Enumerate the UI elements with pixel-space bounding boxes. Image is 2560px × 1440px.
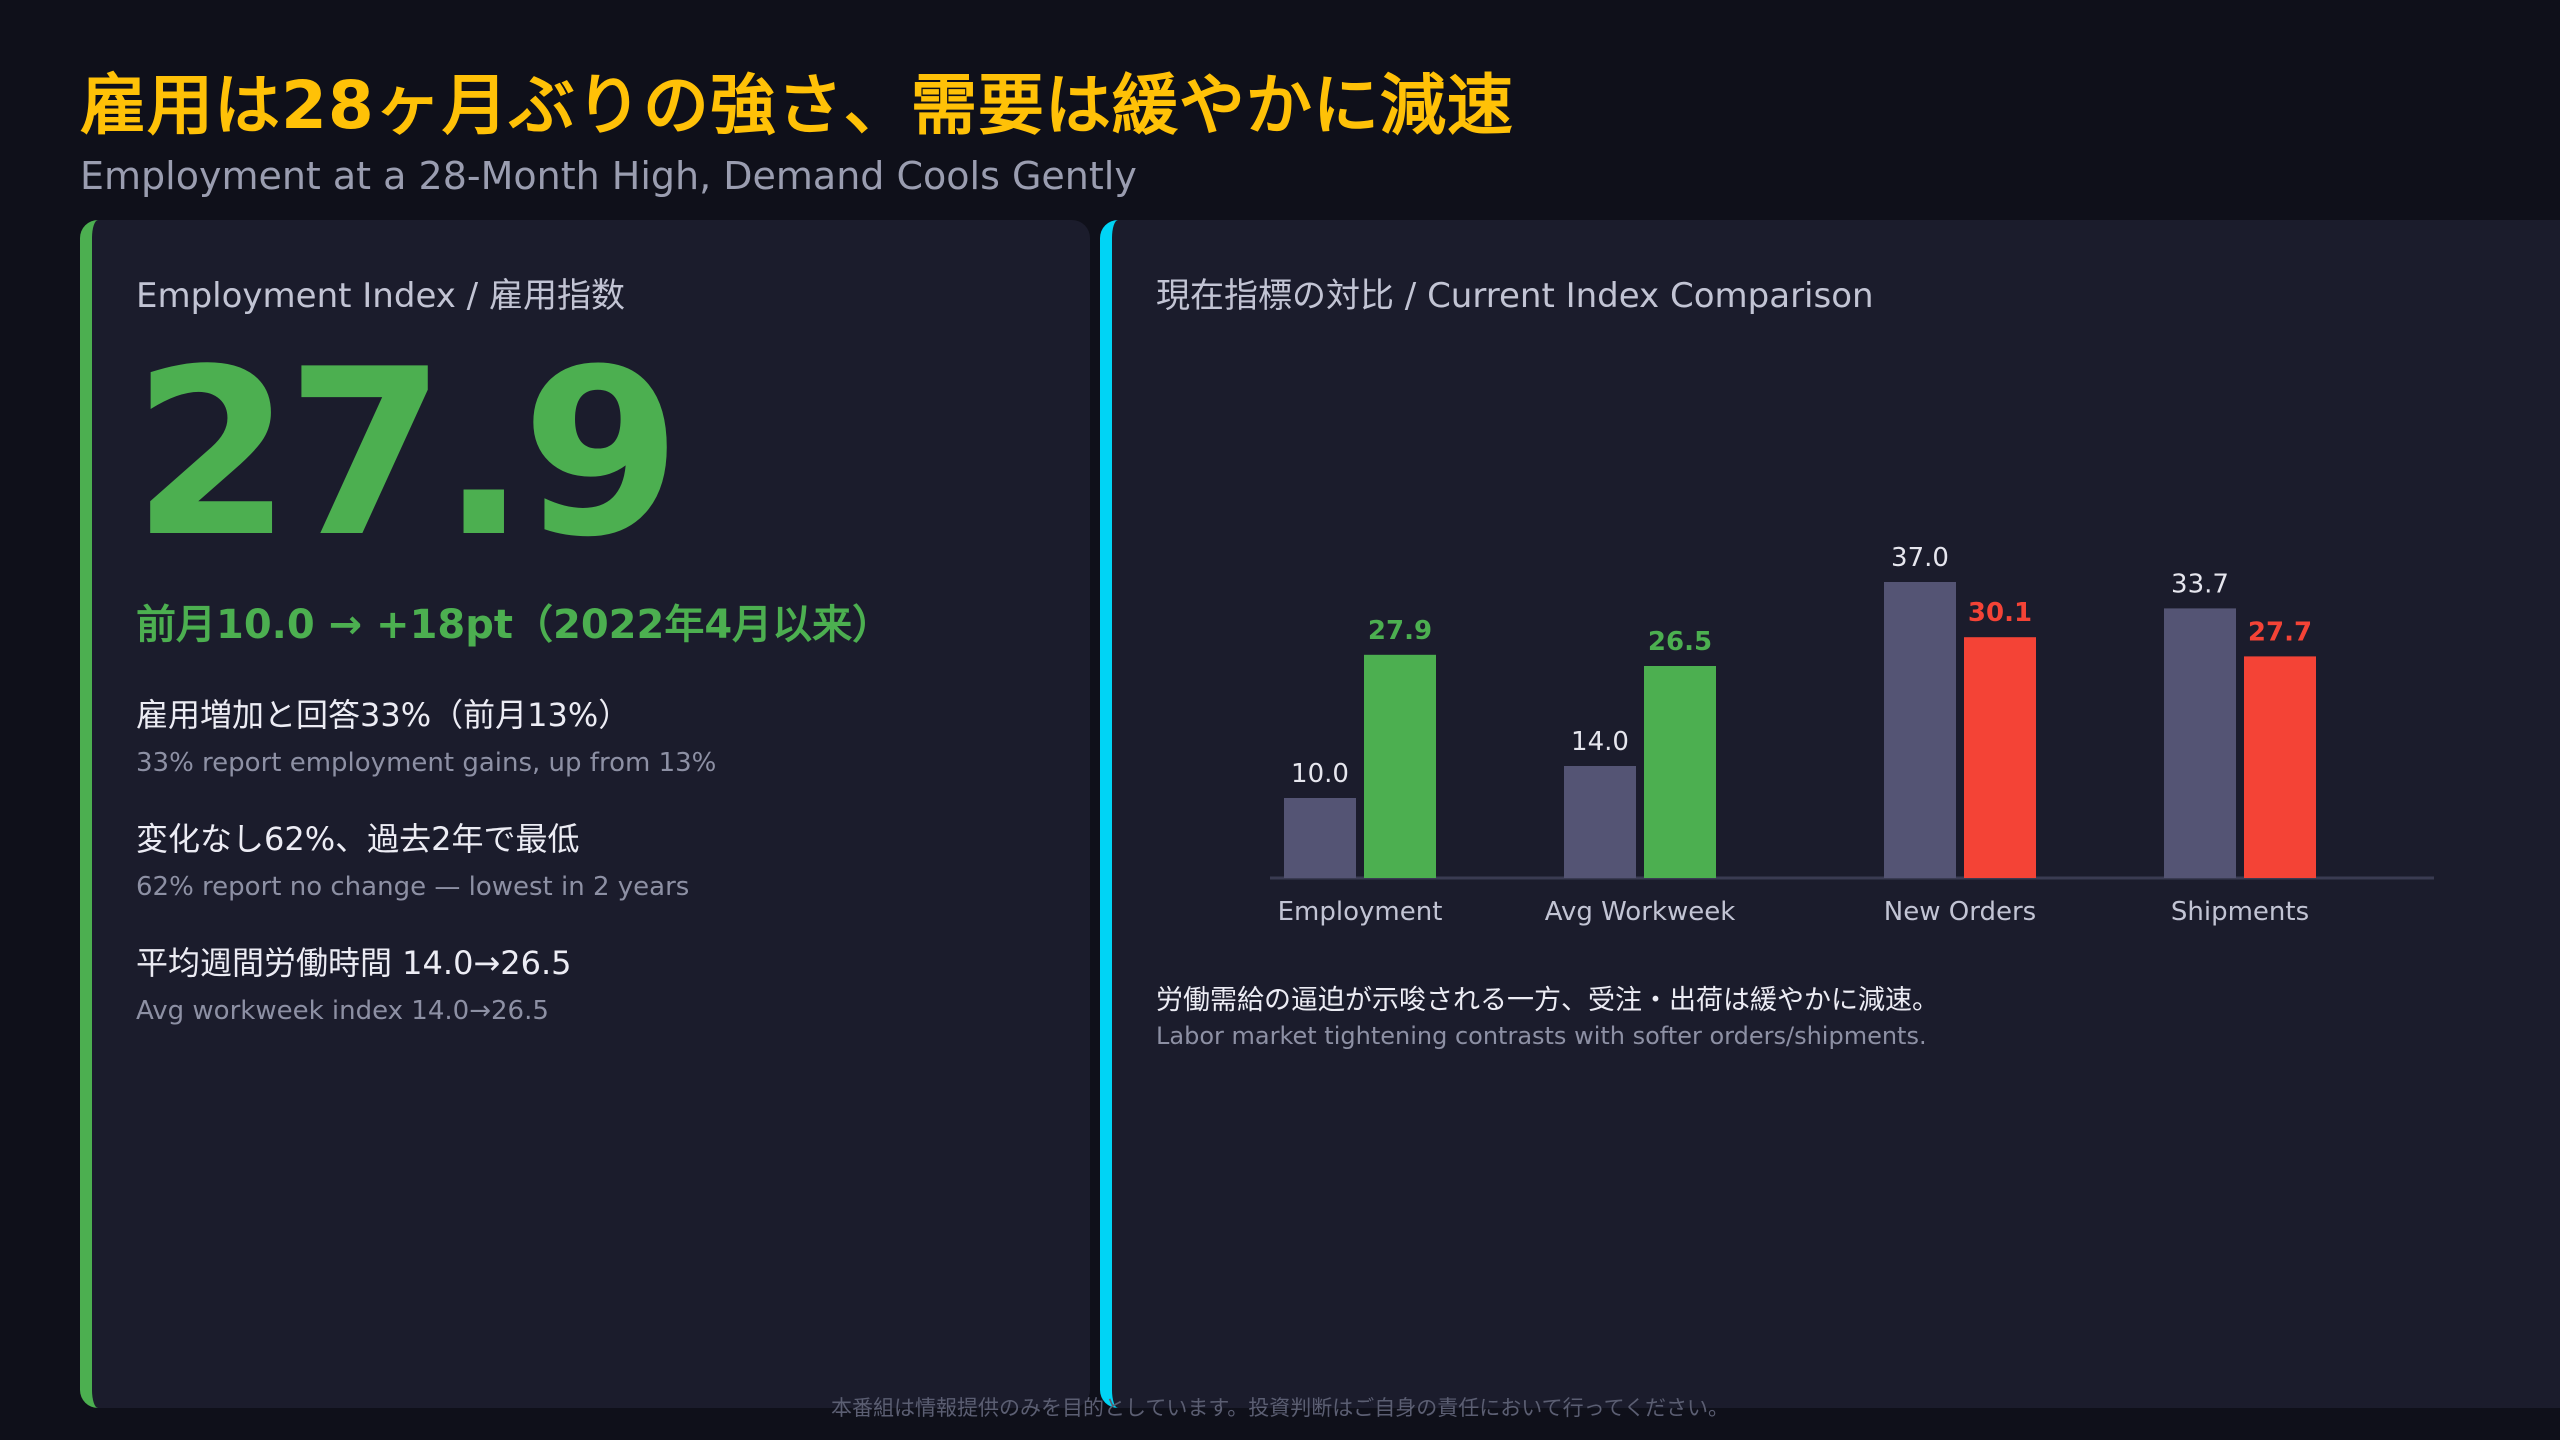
- chart-note-jp: 労働需給の逼迫が示唆される一方、受注・出荷は緩やかに減速。: [1156, 985, 1939, 1016]
- panel-label: Employment Index / 雇用指数: [136, 276, 625, 316]
- bullet-jp: 変化なし62%、過去2年で最低: [136, 820, 580, 858]
- bar-current: [1644, 666, 1716, 878]
- panel-label: 現在指標の対比 / Current Index Comparison: [1156, 276, 1874, 316]
- bar-current-label: 27.7: [2248, 617, 2312, 647]
- x-tick-label: Employment: [1278, 897, 1443, 927]
- bar-current-label: 26.5: [1648, 627, 1712, 657]
- x-tick-label: New Orders: [1884, 897, 2036, 927]
- x-tick-label: Avg Workweek: [1545, 897, 1736, 927]
- employment-index-value: 27.9: [132, 321, 681, 588]
- bullet-jp: 平均週間労働時間 14.0→26.5: [136, 944, 572, 982]
- bar-current-label: 30.1: [1968, 598, 2032, 628]
- bar-previous-label: 14.0: [1571, 727, 1629, 757]
- bullet-item: 雇用増加と回答33%（前月13%） 33% report employment …: [136, 690, 1056, 778]
- change-summary: 前月10.0 → +18pt（2022年4月以来）: [136, 602, 893, 648]
- bar-current-label: 27.9: [1368, 616, 1432, 646]
- bullet-jp: 雇用増加と回答33%（前月13%）: [136, 696, 631, 734]
- bar-previous-label: 33.7: [2171, 569, 2229, 599]
- bullet-en: 33% report employment gains, up from 13%: [136, 748, 717, 778]
- bar-current: [2244, 656, 2316, 878]
- disclaimer: 本番組は情報提供のみを目的としています。投資判断はご自身の責任において行ってくだ…: [831, 1396, 1729, 1420]
- bar-previous: [1884, 582, 1956, 878]
- chart-note-en: Labor market tightening contrasts with s…: [1156, 1022, 1927, 1050]
- comparison-panel: 現在指標の対比 / Current Index Comparison 10.0 2…: [1100, 220, 2560, 1408]
- bar-previous-label: 37.0: [1891, 543, 1949, 573]
- bar-previous: [1284, 798, 1356, 878]
- bullet-en: Avg workweek index 14.0→26.5: [136, 996, 549, 1026]
- bullet-item: 変化なし62%、過去2年で最低 62% report no change — l…: [136, 814, 1056, 902]
- bar-current: [1364, 654, 1436, 878]
- bar-previous: [1564, 766, 1636, 878]
- comparison-bar-chart: 10.0 27.9 Employment 14.0 26.5 Avg Workweek 37…: [1270, 543, 2434, 927]
- x-tick-label: Shipments: [2171, 897, 2309, 927]
- employment-index-panel: Employment Index / 雇用指数 27.9 前月10.0 → +1…: [80, 220, 1090, 1408]
- page-subtitle: Employment at a 28-Month High, Demand Co…: [80, 154, 1137, 198]
- page-title: 雇用は28ヶ月ぶりの強さ、需要は緩やかに減速: [80, 67, 1514, 144]
- bullet-en: 62% report no change — lowest in 2 years: [136, 872, 690, 902]
- bar-previous-label: 10.0: [1291, 759, 1349, 789]
- bullet-item: 平均週間労働時間 14.0→26.5 Avg workweek index 14…: [136, 938, 1056, 1026]
- bullet-list: 雇用増加と回答33%（前月13%） 33% report employment …: [136, 690, 1056, 1062]
- bar-current: [1964, 637, 2036, 878]
- bar-previous: [2164, 608, 2236, 878]
